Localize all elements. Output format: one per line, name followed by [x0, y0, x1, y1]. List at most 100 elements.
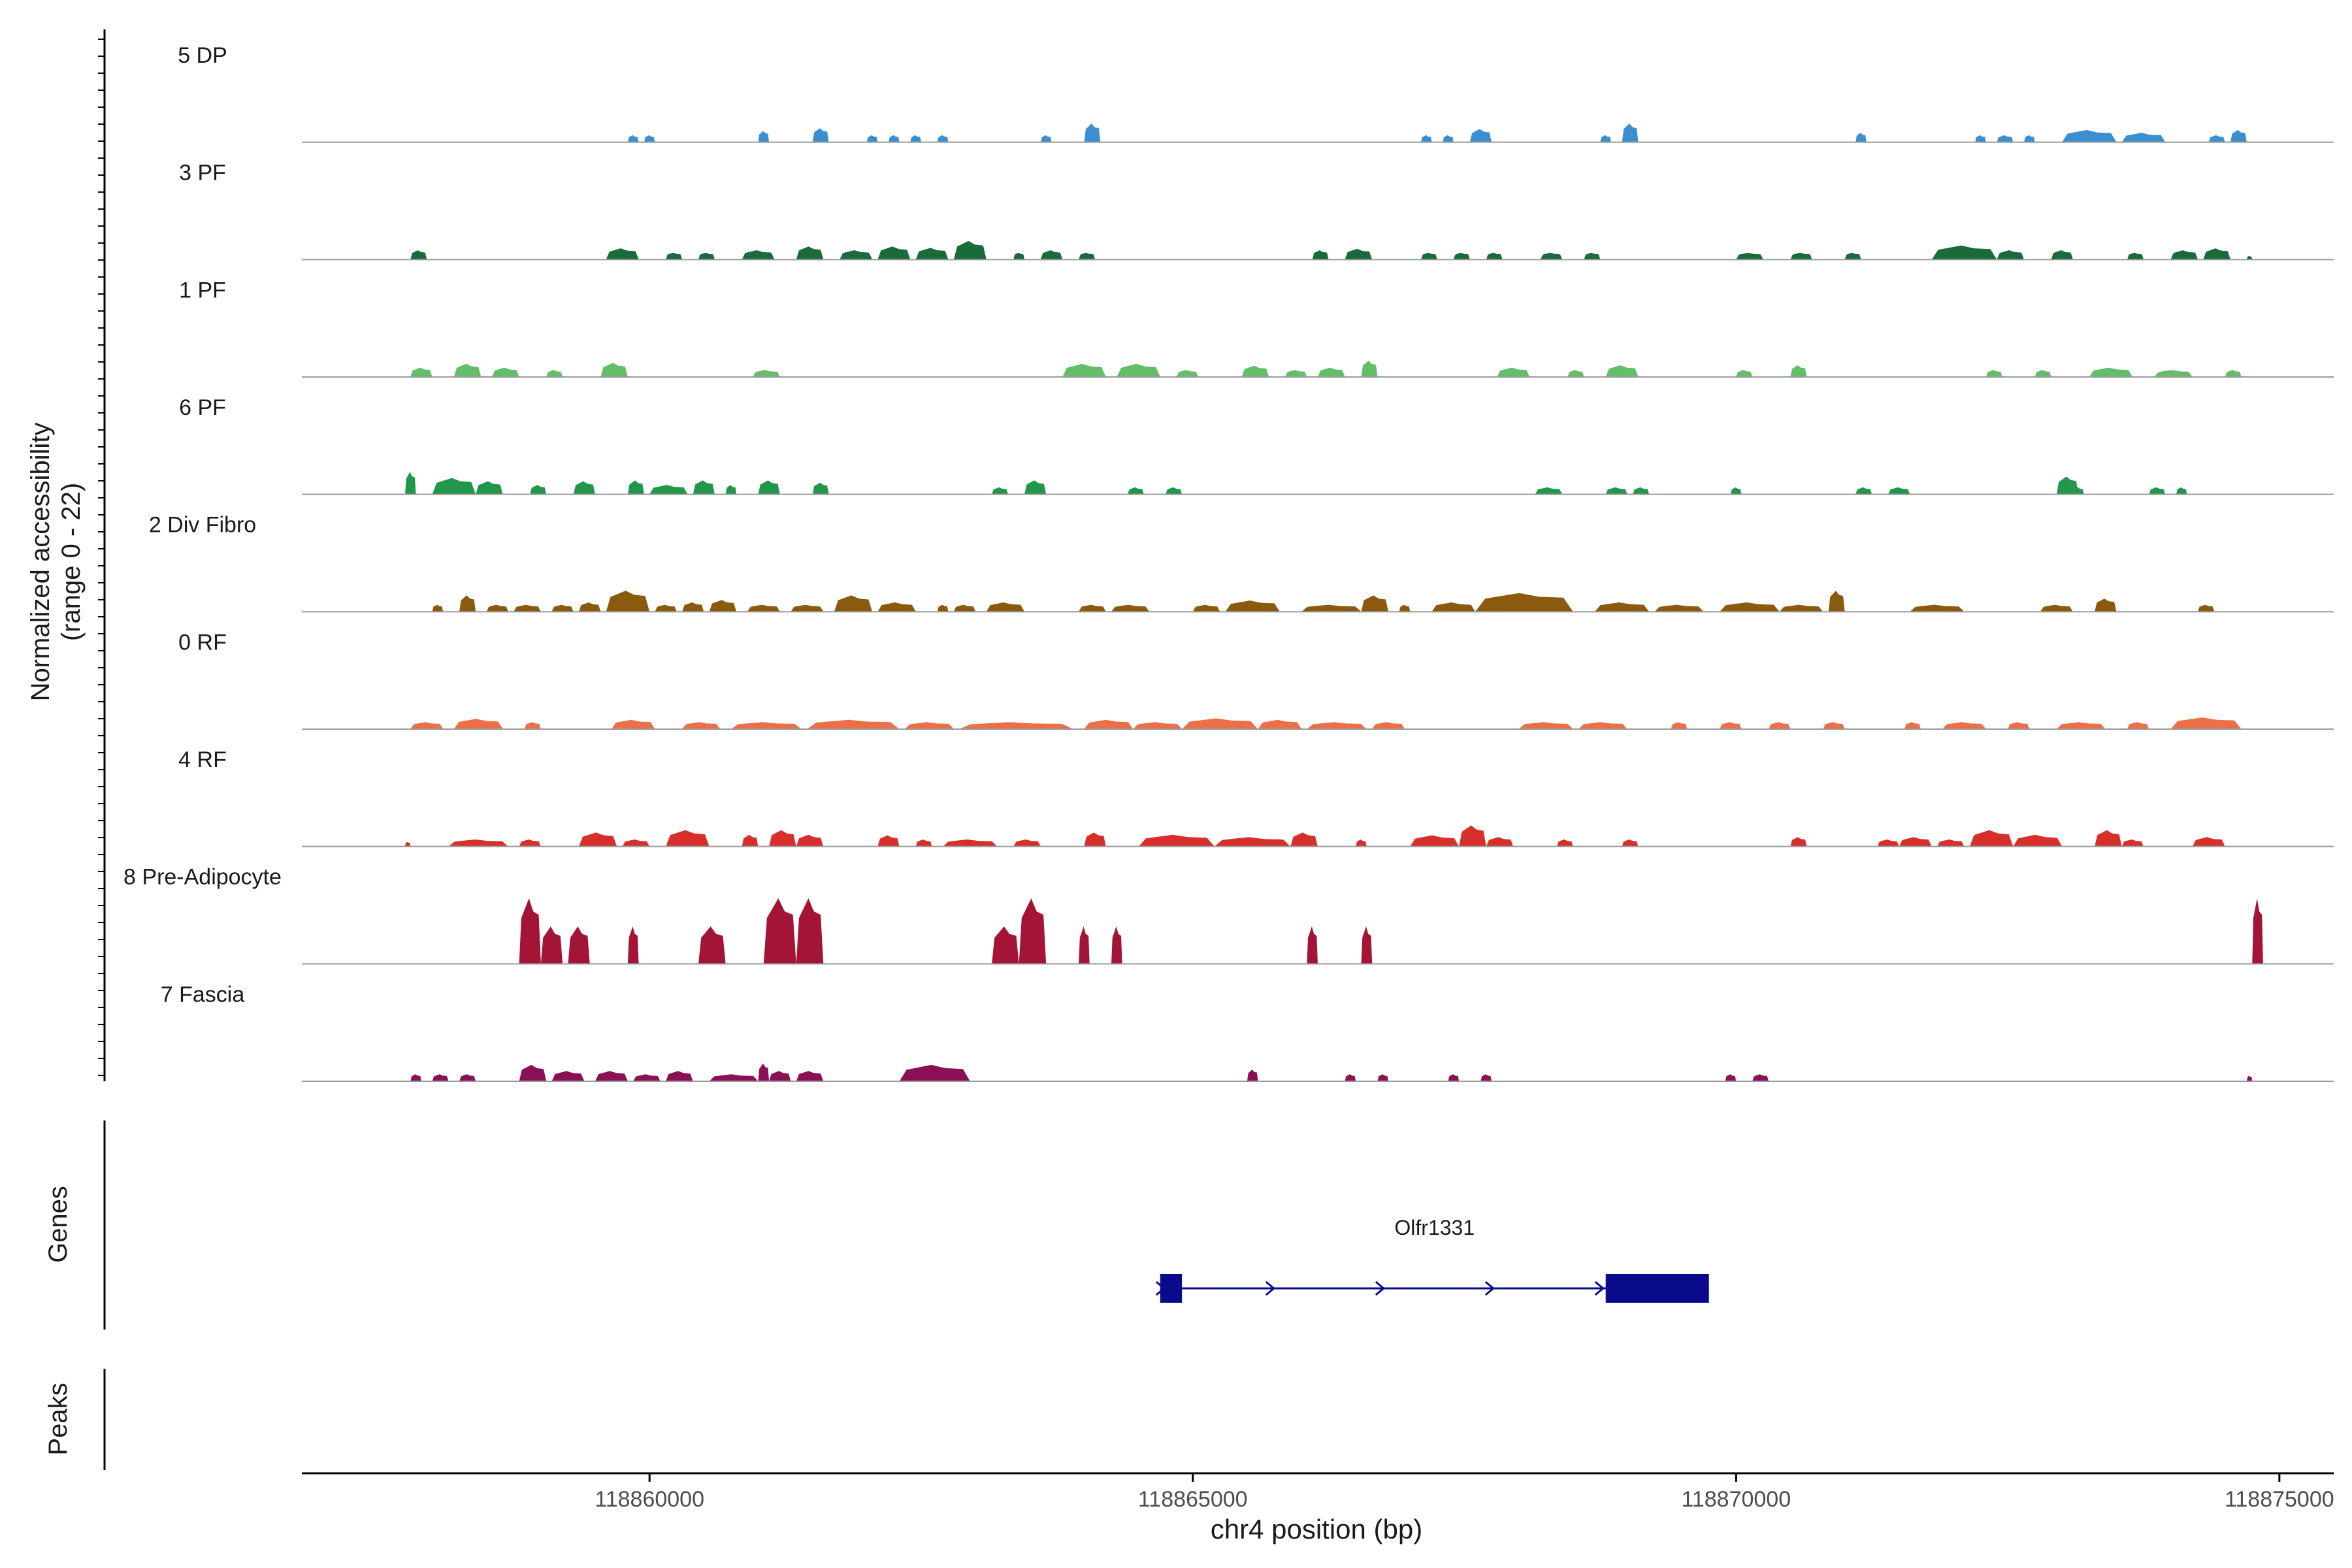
- coverage-peak: [1176, 370, 1199, 377]
- coverage-peak: [758, 131, 770, 142]
- coverage-peak: [1453, 252, 1470, 260]
- coverage-peak: [627, 480, 644, 495]
- gene-exon: [1605, 1274, 1709, 1303]
- coverage-peak: [1040, 135, 1052, 142]
- coverage-peak: [2095, 830, 2122, 847]
- coverage-peak: [2198, 604, 2215, 612]
- coverage-peak: [1725, 1074, 1737, 1081]
- coverage-peak: [1084, 123, 1101, 142]
- coverage-peak: [551, 1071, 585, 1081]
- coverage-peak: [1079, 926, 1090, 964]
- coverage-peak: [1556, 839, 1573, 847]
- coverage-peak: [2127, 722, 2149, 729]
- coverage-peak: [1931, 245, 1997, 260]
- coverage-peak: [644, 135, 655, 142]
- coverage-peak: [1372, 722, 1405, 729]
- coverage-peak: [459, 1074, 476, 1081]
- coverage-peak: [1720, 602, 1780, 612]
- peaks-track-label: Peaks: [44, 1382, 73, 1455]
- track-7: 4 RF: [178, 747, 2334, 847]
- track-9: 7 Fascia: [161, 982, 2334, 1082]
- coverage-peak: [1443, 135, 1454, 142]
- coverage-peak: [1345, 1074, 1356, 1081]
- coverage-peak: [1019, 898, 1047, 964]
- coverage-peak: [1318, 367, 1345, 377]
- coverage-peak: [453, 363, 482, 377]
- coverage-peak: [1823, 722, 1845, 729]
- coverage-peak: [937, 135, 949, 142]
- coverage-peak: [1671, 722, 1688, 729]
- coverage-peak: [796, 1071, 824, 1081]
- coverage-peak: [698, 926, 726, 964]
- track-label: 3 PF: [179, 161, 226, 186]
- coverage-peak: [753, 370, 780, 377]
- coverage-peak: [2024, 135, 2035, 142]
- coverage-peak: [1399, 604, 1411, 612]
- coverage-peak: [992, 926, 1019, 964]
- coverage-peak: [877, 246, 911, 260]
- coverage-peak: [1133, 722, 1183, 729]
- coverage-peak: [2203, 248, 2230, 260]
- coverage-peak: [2072, 487, 2084, 495]
- coverage-peak: [405, 472, 416, 495]
- coverage-peak: [410, 250, 427, 260]
- coverage-peak: [410, 367, 433, 377]
- track-1: 5 DP: [178, 43, 2334, 143]
- coverage-peak: [905, 722, 954, 729]
- coverage-peak: [1312, 250, 1329, 260]
- coverage-peak: [877, 835, 900, 847]
- coverage-peak: [1182, 718, 1258, 729]
- coverage-peak: [1855, 133, 1867, 142]
- x-axis-label: chr4 position (bp): [1211, 1514, 1423, 1544]
- coverage-peak: [1518, 722, 1573, 729]
- coverage-peak: [606, 591, 650, 612]
- coverage-peak: [2034, 370, 2051, 377]
- x-axis: 118860000 118865000 118870000 118875000: [302, 1472, 2334, 1512]
- coverage-peak: [1241, 365, 1269, 377]
- coverage-peak: [796, 898, 824, 964]
- coverage-peak: [2127, 252, 2144, 260]
- strand-arrow: [1265, 1281, 1276, 1296]
- coverage-peak: [432, 1074, 449, 1081]
- coverage-peak: [709, 1074, 759, 1081]
- coverage-peak: [627, 135, 639, 142]
- coverage-peak: [1421, 252, 1437, 260]
- coverage-peak: [432, 478, 476, 495]
- coverage-peak: [1567, 370, 1584, 377]
- coverage-peak: [1307, 722, 1367, 729]
- coverage-peak: [2252, 898, 2263, 964]
- coverage-peak: [1225, 600, 1280, 612]
- coverage-peak: [1578, 722, 1627, 729]
- coverage-peak: [1937, 839, 1965, 847]
- coverage-peak: [492, 367, 519, 377]
- coverage-peak: [953, 604, 976, 612]
- coverage-peak: [1595, 602, 1650, 612]
- coverage-peak: [889, 135, 900, 142]
- coverage-peak: [1469, 129, 1492, 142]
- coverage-peak: [2056, 476, 2079, 495]
- coverage-peak: [1633, 487, 1650, 495]
- strand-arrow: [1375, 1281, 1386, 1296]
- coverage-peak: [1361, 926, 1373, 964]
- coverage-peak: [486, 604, 508, 612]
- coverage-peak: [1828, 591, 1845, 612]
- coverage-peak: [730, 722, 802, 729]
- coverage-peak: [769, 1071, 791, 1081]
- coverage-peak: [742, 250, 775, 260]
- coverage-peak: [1024, 480, 1047, 495]
- coverage-peak: [530, 485, 547, 495]
- coverage-peak: [1720, 722, 1742, 729]
- coverage-peak: [693, 480, 715, 495]
- coverage-peak: [1111, 604, 1150, 612]
- coverage-peak: [2013, 834, 2063, 847]
- coverage-peak: [1307, 926, 1318, 964]
- coverage-peak: [877, 602, 916, 612]
- coverage-peak: [812, 128, 829, 142]
- coverage-peak: [573, 481, 595, 495]
- coverage-peak: [791, 604, 824, 612]
- track-label: 1 PF: [179, 278, 226, 302]
- coverage-peak: [1084, 832, 1106, 847]
- coverage-peak: [915, 248, 949, 260]
- track-4: 6 PF: [179, 395, 2334, 495]
- coverage-peak: [1942, 722, 1986, 729]
